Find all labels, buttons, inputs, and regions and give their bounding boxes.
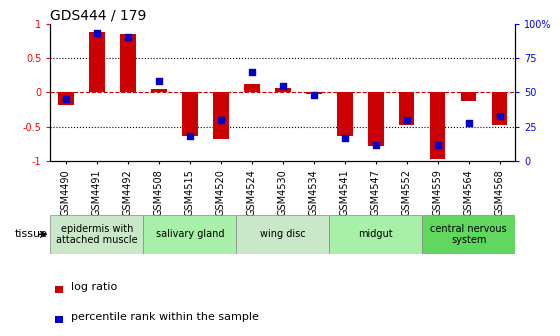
Point — [155, 79, 164, 84]
Text: wing disc: wing disc — [260, 229, 306, 239]
Point — [433, 142, 442, 148]
Bar — [120, 34, 136, 92]
Text: epidermis with
attached muscle: epidermis with attached muscle — [56, 223, 138, 245]
Bar — [58, 92, 74, 105]
Bar — [337, 92, 353, 136]
Bar — [89, 32, 105, 92]
Bar — [368, 92, 384, 146]
Text: salivary gland: salivary gland — [156, 229, 224, 239]
Point — [62, 97, 71, 102]
Bar — [461, 92, 477, 101]
Bar — [399, 92, 414, 125]
Bar — [492, 92, 507, 125]
Bar — [244, 84, 260, 92]
Point — [123, 35, 132, 40]
Bar — [55, 286, 63, 293]
Text: log ratio: log ratio — [71, 282, 118, 292]
Point — [92, 31, 101, 36]
Text: midgut: midgut — [358, 229, 393, 239]
Bar — [275, 88, 291, 92]
Bar — [213, 92, 228, 139]
Text: tissue: tissue — [15, 229, 48, 239]
Bar — [143, 215, 236, 254]
Bar — [182, 92, 198, 136]
Bar — [55, 317, 63, 323]
Text: central nervous
system: central nervous system — [431, 223, 507, 245]
Bar — [430, 92, 446, 159]
Point — [248, 69, 256, 75]
Point — [340, 135, 349, 140]
Bar — [329, 215, 422, 254]
Bar — [236, 215, 329, 254]
Bar — [50, 215, 143, 254]
Text: GDS444 / 179: GDS444 / 179 — [50, 8, 147, 23]
Point — [185, 134, 194, 139]
Bar — [306, 92, 321, 94]
Bar — [422, 215, 515, 254]
Point — [309, 92, 318, 98]
Text: percentile rank within the sample: percentile rank within the sample — [71, 312, 259, 322]
Point — [278, 83, 287, 88]
Bar — [151, 89, 167, 92]
Point — [216, 117, 225, 123]
Point — [495, 113, 504, 119]
Point — [464, 120, 473, 125]
Point — [402, 117, 411, 123]
Point — [371, 142, 380, 148]
